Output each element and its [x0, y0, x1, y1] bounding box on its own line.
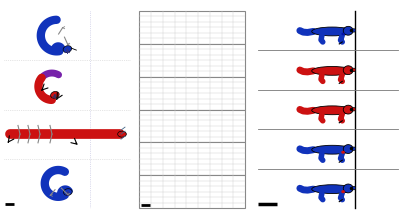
Bar [139, 175, 245, 208]
Ellipse shape [312, 185, 352, 194]
Ellipse shape [342, 33, 345, 35]
Bar [139, 77, 245, 110]
Ellipse shape [343, 184, 353, 193]
Ellipse shape [343, 145, 353, 154]
Ellipse shape [341, 151, 345, 154]
Ellipse shape [312, 27, 352, 36]
Ellipse shape [343, 66, 353, 75]
Ellipse shape [118, 131, 126, 137]
Ellipse shape [63, 46, 72, 53]
Ellipse shape [352, 186, 356, 190]
Ellipse shape [341, 190, 345, 193]
Ellipse shape [312, 106, 352, 115]
Bar [139, 44, 245, 77]
Bar [139, 110, 245, 142]
Bar [139, 11, 245, 44]
Ellipse shape [352, 68, 356, 72]
Ellipse shape [312, 66, 352, 75]
Ellipse shape [343, 105, 353, 114]
Ellipse shape [312, 145, 352, 154]
Ellipse shape [64, 189, 72, 195]
Bar [139, 142, 245, 175]
Ellipse shape [352, 108, 356, 111]
Ellipse shape [352, 29, 356, 32]
Ellipse shape [352, 147, 356, 150]
Ellipse shape [50, 92, 59, 98]
Ellipse shape [343, 26, 353, 35]
